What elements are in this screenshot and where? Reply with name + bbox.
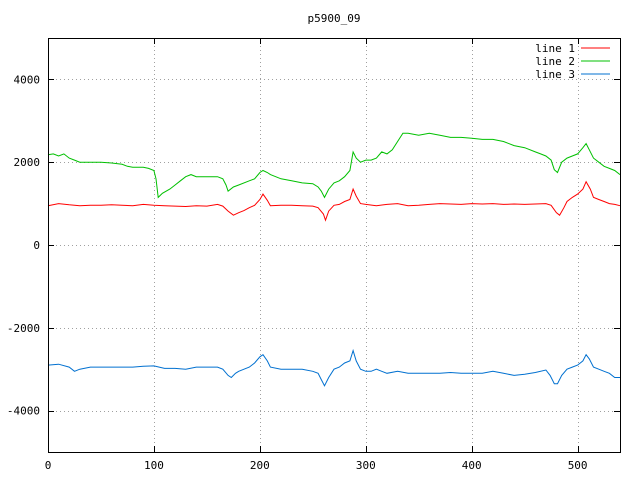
x-tick-label: 500 [568,459,588,472]
x-tick-label: 0 [45,459,52,472]
grid [48,38,620,452]
y-tick-label: 2000 [14,156,41,169]
series-layer [47,132,621,387]
series-line-1 [47,180,621,222]
x-tick-label: 400 [462,459,482,472]
axis-ticks: 0 100 200 300 400 500 -4000 -2000 0 2000 4000 [7,38,620,472]
series-line-3 [47,348,620,387]
legend-label-3: line 3 [535,68,575,81]
y-tick-label: 4000 [14,73,41,86]
x-tick-label: 200 [250,459,270,472]
y-tick-label: -2000 [7,322,40,335]
legend-label-2: line 2 [535,55,575,68]
chart-title: p5900_09 [308,12,361,25]
legend-label-1: line 1 [535,42,575,55]
x-tick-label: 300 [356,459,376,472]
y-tick-label: 0 [33,239,40,252]
series-line-2 [47,132,621,199]
x-tick-label: 100 [144,459,164,472]
y-tick-label: -4000 [7,405,40,418]
